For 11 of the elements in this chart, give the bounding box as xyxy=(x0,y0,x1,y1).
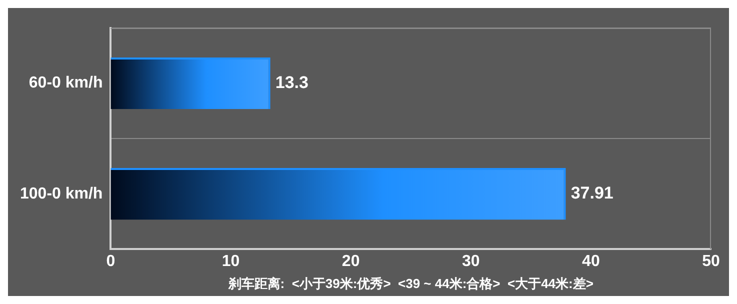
y-tick-label: 60-0 km/h xyxy=(28,74,103,92)
x-tick-label: 10 xyxy=(222,253,240,270)
x-tick-label: 20 xyxy=(342,253,360,270)
x-tick-label: 30 xyxy=(462,253,480,270)
x-tick-label: 50 xyxy=(702,253,720,270)
x-tick-label: 0 xyxy=(106,253,116,270)
y-tick-label: 100-0 km/h xyxy=(20,185,103,202)
data-label: 13.3 xyxy=(275,72,308,92)
x-tick-label: 40 xyxy=(582,253,600,270)
data-label: 37.91 xyxy=(570,184,614,203)
x-axis-title: 刹车距离: <小于39米:优秀> <39 ~ 44米:合格> <大于44米:差> xyxy=(227,276,594,291)
